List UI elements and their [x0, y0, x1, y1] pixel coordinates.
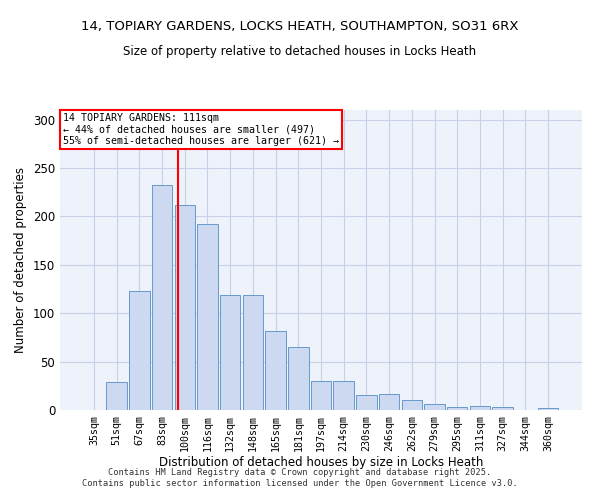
- Bar: [493, 407, 513, 410]
- Bar: [197, 224, 218, 410]
- Bar: [538, 408, 558, 410]
- Text: Size of property relative to detached houses in Locks Heath: Size of property relative to detached ho…: [124, 45, 476, 58]
- Bar: [401, 400, 422, 410]
- Bar: [356, 396, 377, 410]
- X-axis label: Distribution of detached houses by size in Locks Heath: Distribution of detached houses by size …: [159, 456, 483, 469]
- Bar: [311, 381, 331, 410]
- Bar: [447, 407, 467, 410]
- Bar: [379, 394, 400, 410]
- Bar: [129, 291, 149, 410]
- Bar: [288, 347, 308, 410]
- Bar: [220, 295, 241, 410]
- Bar: [424, 404, 445, 410]
- Text: 14 TOPIARY GARDENS: 111sqm
← 44% of detached houses are smaller (497)
55% of sem: 14 TOPIARY GARDENS: 111sqm ← 44% of deta…: [62, 113, 338, 146]
- Bar: [152, 184, 172, 410]
- Text: Contains HM Land Registry data © Crown copyright and database right 2025.
Contai: Contains HM Land Registry data © Crown c…: [82, 468, 518, 487]
- Bar: [470, 406, 490, 410]
- Bar: [265, 330, 286, 410]
- Bar: [334, 381, 354, 410]
- Bar: [242, 295, 263, 410]
- Y-axis label: Number of detached properties: Number of detached properties: [14, 167, 28, 353]
- Text: 14, TOPIARY GARDENS, LOCKS HEATH, SOUTHAMPTON, SO31 6RX: 14, TOPIARY GARDENS, LOCKS HEATH, SOUTHA…: [81, 20, 519, 33]
- Bar: [175, 205, 195, 410]
- Bar: [106, 382, 127, 410]
